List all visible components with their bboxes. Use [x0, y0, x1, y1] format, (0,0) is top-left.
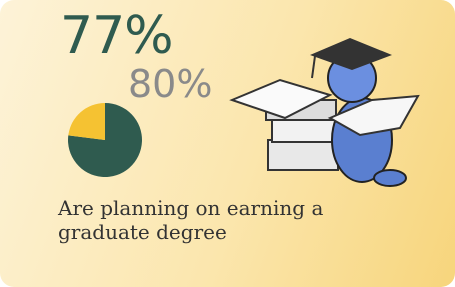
cap-tassel — [312, 56, 315, 78]
secondary-stat: 80% — [128, 62, 212, 106]
stat-card: 77% 80% Are planning on earning a gradua… — [0, 0, 455, 287]
figure-foot — [374, 170, 406, 186]
pie-chart — [68, 103, 142, 177]
book — [268, 140, 338, 170]
pie-remainder — [68, 103, 105, 140]
student-clipart — [232, 38, 418, 186]
graduation-cap — [310, 38, 392, 70]
primary-stat: 77% — [60, 6, 173, 66]
book — [272, 118, 336, 142]
caption: Are planning on earning a graduate degre… — [58, 196, 368, 244]
